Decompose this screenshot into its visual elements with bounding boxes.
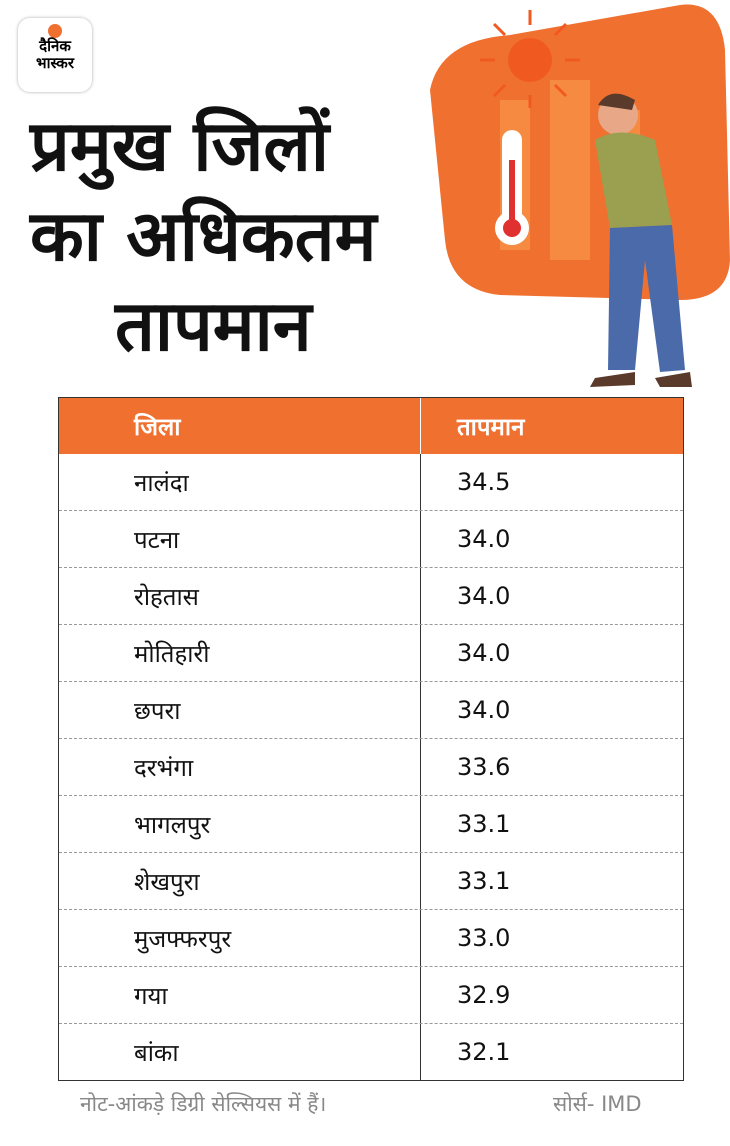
table-row: बांका 32.1 [59, 1023, 683, 1080]
table-cell: 33.0 [457, 924, 511, 952]
table-row: गया 32.9 [59, 966, 683, 1023]
table-cell: 32.9 [457, 981, 511, 1009]
table-cell: 34.0 [457, 525, 511, 553]
table-cell: 34.0 [457, 696, 511, 724]
table-row: मोतिहारी 34.0 [59, 624, 683, 681]
logo-dot [48, 24, 62, 38]
table-cell: गया [59, 967, 421, 1023]
table-cell: 33.6 [457, 753, 511, 781]
table-cell: 34.5 [457, 468, 511, 496]
header-cell: तापमान [457, 412, 525, 441]
table-row: छपरा 34.0 [59, 681, 683, 738]
title-line: तापमान [115, 285, 312, 367]
table-row: पटना 34.0 [59, 510, 683, 567]
table-cell: शेखपुरा [59, 853, 421, 909]
table-cell: दरभंगा [59, 739, 421, 795]
table-cell: रोहतास [59, 568, 421, 624]
table-row: रोहतास 34.0 [59, 567, 683, 624]
note: नोट-आंकड़े डिग्री सेल्सियस में हैं। [80, 1092, 327, 1116]
source: सोर्स- IMD [553, 1092, 642, 1116]
table-cell: मोतिहारी [59, 625, 421, 681]
table-cell: 33.1 [457, 810, 511, 838]
table-cell: 34.0 [457, 639, 511, 667]
table: जिला तापमान नालंदा 34.5 पटना 34.0 रोहतास 34.0… [58, 397, 684, 1081]
table-cell: 34.0 [457, 582, 511, 610]
table-row: मुजफ्फरपुर 33.0 [59, 909, 683, 966]
table-row: दरभंगा 33.6 [59, 738, 683, 795]
table-cell: मुजफ्फरपुर [59, 910, 421, 966]
table-cell: छपरा [59, 682, 421, 738]
header-cell: जिला [59, 398, 421, 454]
table-cell: 32.1 [457, 1038, 511, 1066]
table-row: भागलपुर 33.1 [59, 795, 683, 852]
logo-text: दैनिक [39, 37, 71, 55]
logo: दैनिक भास्कर [18, 18, 92, 92]
table-cell: भागलपुर [59, 796, 421, 852]
table-cell: बांका [59, 1024, 421, 1080]
table-row: शेखपुरा 33.1 [59, 852, 683, 909]
table-cell: पटना [59, 511, 421, 567]
title-line: प्रमुख जिलों [30, 105, 329, 187]
table-header: जिला तापमान [59, 398, 683, 454]
table-row: नालंदा 34.5 [59, 454, 683, 510]
title-line: का अधिकतम [30, 195, 377, 277]
illustration [430, 4, 730, 387]
logo-text: भास्कर [36, 54, 74, 72]
table-cell: 33.1 [457, 867, 511, 895]
table-cell: नालंदा [59, 454, 421, 510]
